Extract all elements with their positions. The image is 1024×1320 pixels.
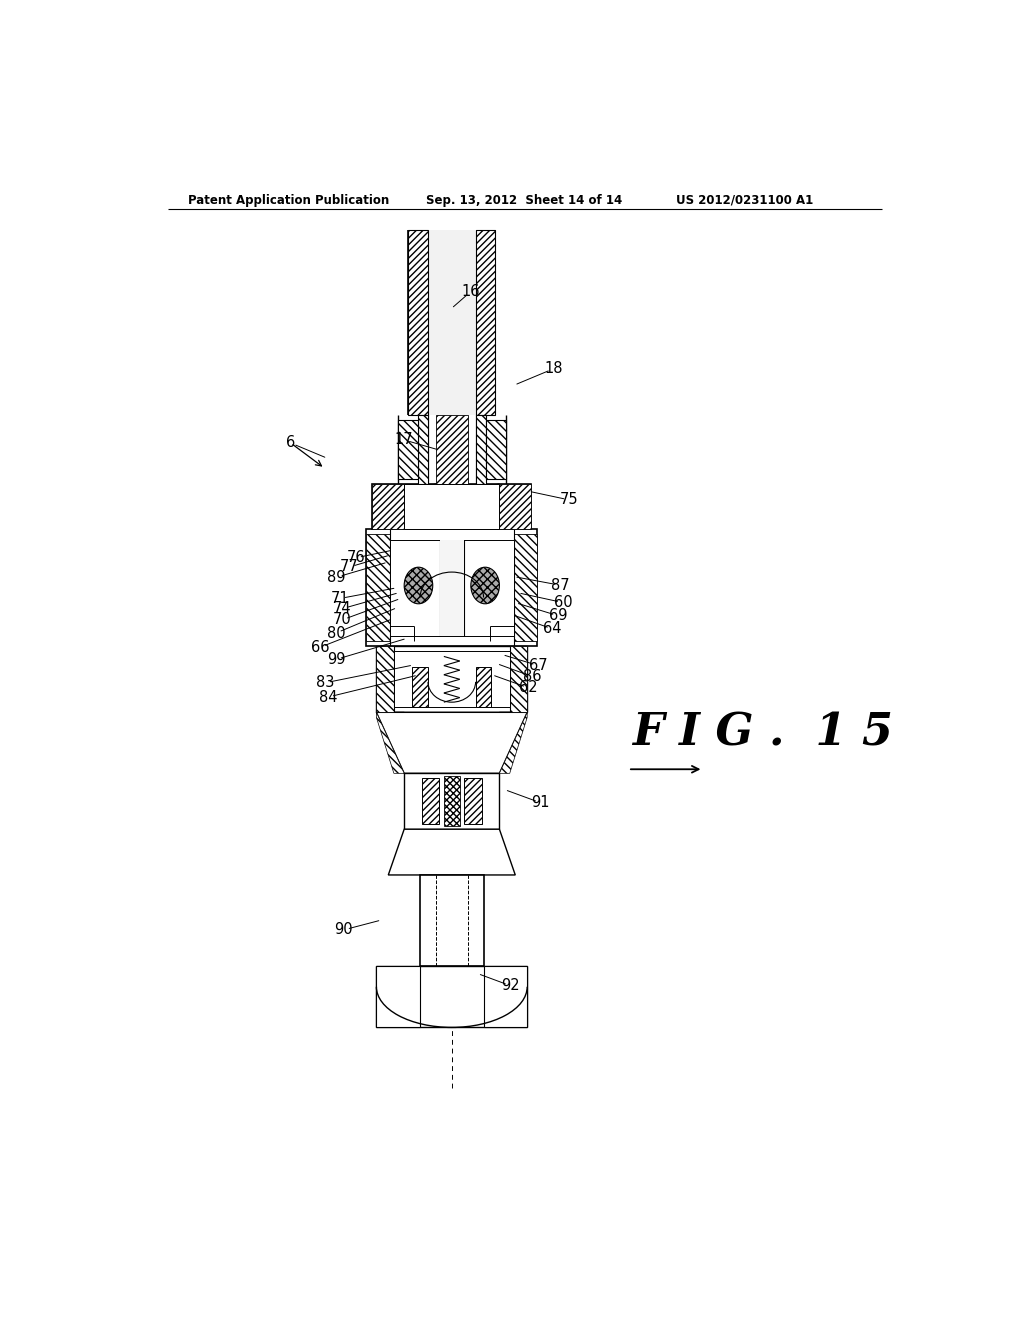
Bar	[475, 230, 496, 414]
Text: 67: 67	[529, 659, 548, 673]
Bar	[436, 414, 468, 483]
Text: Patent Application Publication: Patent Application Publication	[187, 194, 389, 207]
Text: 62: 62	[519, 680, 538, 696]
Polygon shape	[377, 713, 420, 774]
Text: 90: 90	[335, 923, 353, 937]
Bar	[420, 875, 483, 966]
Text: 84: 84	[318, 689, 337, 705]
Bar	[510, 647, 527, 713]
Bar	[486, 420, 506, 479]
Polygon shape	[483, 713, 527, 774]
Bar	[475, 667, 492, 708]
Text: 69: 69	[549, 609, 567, 623]
Circle shape	[471, 568, 500, 603]
Polygon shape	[388, 829, 515, 875]
Text: 71: 71	[331, 591, 349, 606]
Polygon shape	[483, 966, 527, 1027]
Text: 80: 80	[327, 626, 345, 640]
Bar	[428, 230, 475, 414]
Bar	[397, 420, 418, 479]
Bar	[390, 540, 514, 636]
Text: 74: 74	[333, 601, 351, 616]
Bar	[465, 779, 482, 824]
Bar	[377, 647, 527, 713]
Bar	[514, 535, 538, 642]
Text: 17: 17	[395, 433, 414, 447]
Text: 99: 99	[327, 652, 345, 667]
Polygon shape	[500, 713, 527, 774]
Text: 91: 91	[531, 795, 550, 810]
Text: Sep. 13, 2012  Sheet 14 of 14: Sep. 13, 2012 Sheet 14 of 14	[426, 194, 622, 207]
Bar	[377, 647, 394, 713]
Text: 70: 70	[333, 612, 351, 627]
Bar	[367, 535, 390, 642]
Bar	[409, 230, 428, 414]
Bar	[475, 414, 486, 483]
Polygon shape	[377, 713, 404, 774]
Bar	[440, 540, 464, 636]
Bar	[404, 483, 500, 529]
Bar	[422, 779, 439, 824]
Text: 87: 87	[551, 578, 569, 593]
Bar	[367, 529, 538, 647]
Text: 16: 16	[462, 284, 480, 300]
Bar	[373, 483, 531, 529]
Text: 64: 64	[544, 622, 562, 636]
Bar	[404, 774, 500, 829]
Text: 75: 75	[560, 492, 579, 507]
Text: 89: 89	[328, 570, 346, 585]
Polygon shape	[377, 966, 420, 1027]
Text: 77: 77	[340, 560, 358, 574]
Text: F I G .  1 5: F I G . 1 5	[632, 711, 893, 754]
Text: 92: 92	[501, 978, 520, 993]
Bar	[394, 651, 510, 708]
Polygon shape	[377, 713, 527, 774]
Bar	[377, 966, 527, 1027]
Text: 6: 6	[286, 436, 295, 450]
Bar	[373, 483, 404, 529]
Bar	[412, 667, 428, 708]
Bar	[500, 483, 531, 529]
Text: US 2012/0231100 A1: US 2012/0231100 A1	[676, 194, 813, 207]
Bar	[418, 414, 428, 483]
Text: 60: 60	[554, 595, 572, 610]
Text: 76: 76	[346, 550, 366, 565]
Text: 66: 66	[311, 640, 330, 655]
Text: 83: 83	[315, 676, 334, 690]
Circle shape	[404, 568, 433, 603]
Bar	[443, 776, 460, 826]
Text: 18: 18	[544, 362, 562, 376]
Text: 86: 86	[523, 669, 542, 684]
